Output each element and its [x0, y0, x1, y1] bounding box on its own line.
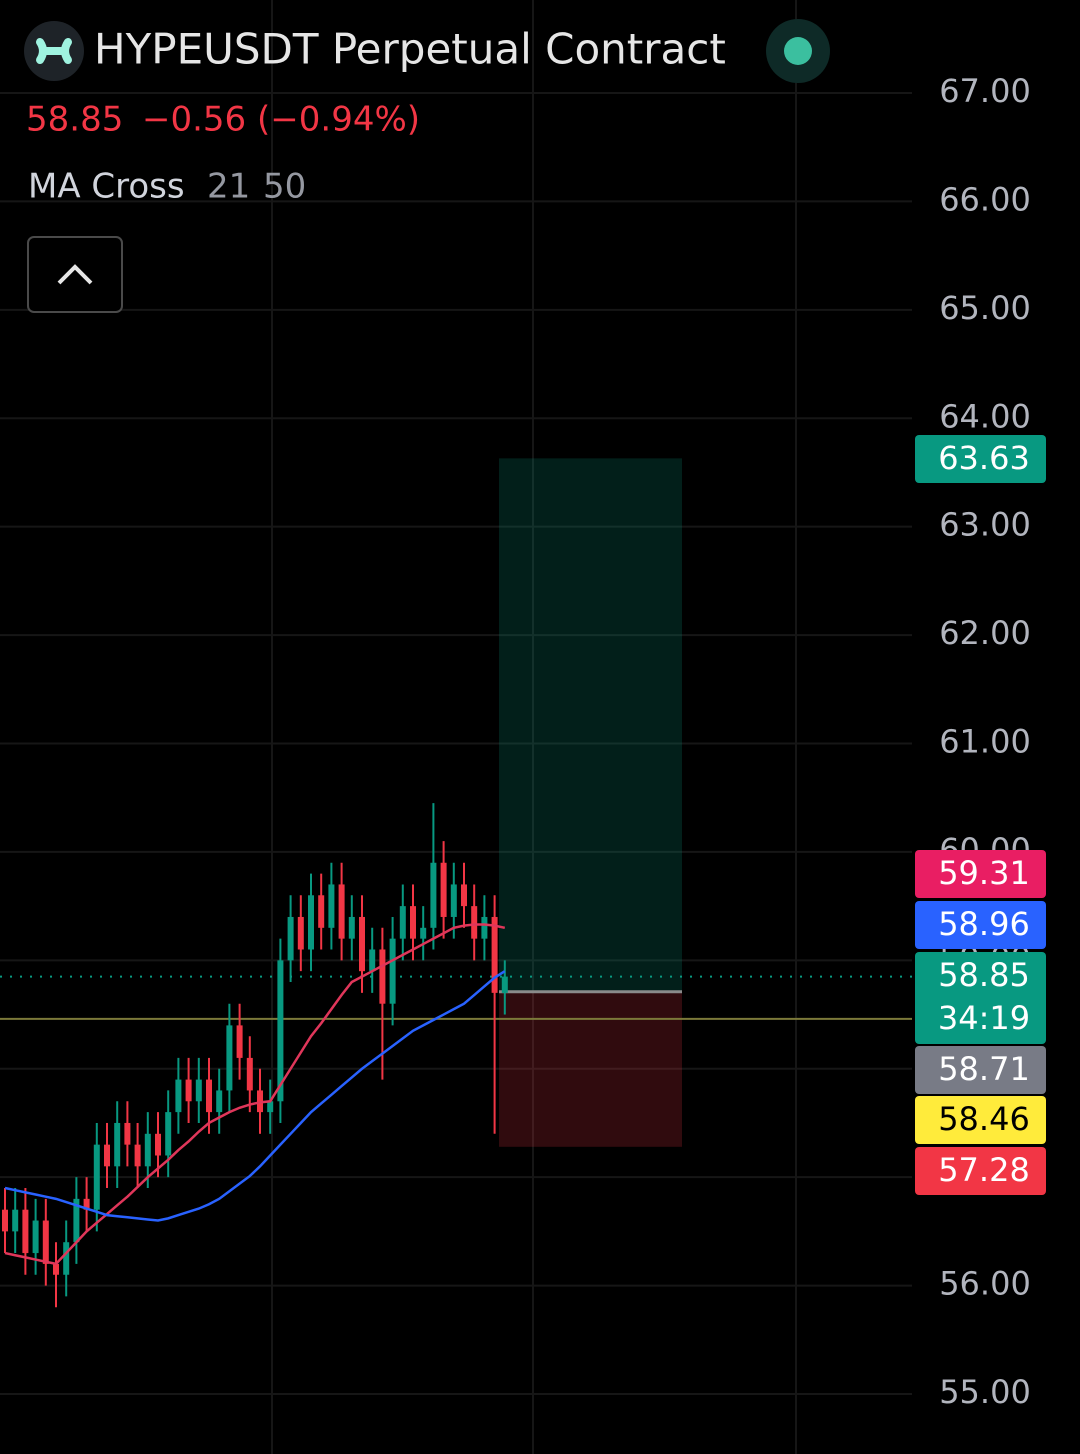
candle-body	[267, 1101, 274, 1113]
candle-body	[318, 895, 325, 928]
price-label: 57.28	[938, 1151, 1030, 1189]
y-tick-label: 63.00	[939, 506, 1031, 544]
symbol-title: HYPEUSDT Perpetual Contract	[94, 25, 726, 74]
candle-body	[471, 906, 478, 939]
candle-body	[491, 916, 498, 993]
coin-logo	[36, 38, 72, 64]
candle-body	[53, 1263, 59, 1275]
candle-body	[430, 862, 437, 928]
chevron-up	[57, 264, 93, 285]
y-tick-label: 56.00	[939, 1265, 1031, 1303]
candle-body	[114, 1122, 121, 1167]
candle-body	[338, 884, 345, 939]
candle-body	[12, 1209, 19, 1232]
collapse-button[interactable]	[27, 236, 123, 313]
price-label-box	[915, 1147, 1046, 1195]
candle-body	[185, 1079, 192, 1102]
candle-body	[83, 1198, 90, 1210]
candle-body	[440, 862, 447, 917]
y-tick-label: 67.00	[939, 72, 1031, 110]
candle-body	[399, 906, 406, 939]
indicator-param: 50	[263, 167, 306, 207]
price-label-box	[915, 952, 1046, 1044]
candle-body	[216, 1090, 223, 1113]
candle-body	[410, 906, 416, 939]
price-label-box	[915, 1046, 1046, 1094]
price-label: 58.46	[938, 1100, 1030, 1138]
y-tick-label: 64.00	[939, 397, 1031, 435]
candle-body	[420, 927, 427, 939]
candle-body	[501, 976, 508, 993]
price-label-box	[915, 435, 1046, 483]
candle-body	[63, 1242, 70, 1275]
candle-body	[450, 884, 457, 917]
candle-body	[2, 1209, 8, 1232]
candle-body	[206, 1079, 212, 1113]
candle-body	[359, 916, 365, 972]
candle-body	[124, 1122, 131, 1145]
candle-body	[277, 960, 284, 1102]
ma-line	[4, 923, 506, 1266]
y-tick-label: 66.00	[939, 180, 1031, 218]
price-change: −0.56 (−0.94%)	[142, 100, 420, 140]
price-label: 58.71	[938, 1050, 1030, 1088]
candle-body	[481, 916, 488, 939]
price-label-box	[915, 850, 1046, 898]
profit-zone	[499, 458, 682, 992]
candle-body	[379, 949, 386, 1004]
candle-body	[195, 1079, 202, 1102]
price-label: 58.96	[938, 905, 1030, 943]
candle-body	[104, 1144, 110, 1167]
y-tick-label: 55.00	[939, 1373, 1031, 1411]
candle-body	[165, 1112, 172, 1156]
price-label-box	[915, 1096, 1046, 1144]
y-tick-label: 65.00	[939, 289, 1031, 327]
grid	[0, 0, 912, 1454]
candle-body	[42, 1220, 49, 1264]
candle-body	[22, 1209, 29, 1254]
candle-body	[308, 895, 314, 950]
indicator-param: 21	[207, 167, 250, 207]
price-label: 63.63	[938, 439, 1030, 477]
candle-body	[32, 1220, 39, 1254]
price-label: 59.31	[938, 854, 1030, 892]
candle-body	[389, 938, 396, 1004]
candle-body	[155, 1133, 161, 1156]
y-tick-label: 62.00	[939, 614, 1031, 652]
candle-body	[175, 1079, 182, 1113]
ma-line	[4, 970, 506, 1222]
price-label: 58.85	[938, 956, 1030, 994]
last-price: 58.85	[26, 100, 123, 140]
candle-body	[287, 916, 294, 961]
candle-body	[461, 884, 467, 907]
y-tick-label: 61.00	[939, 723, 1031, 761]
candle-body	[73, 1198, 80, 1243]
candle-body	[328, 884, 335, 928]
plot	[0, 458, 912, 1308]
candle-body	[369, 949, 376, 972]
candle-body	[134, 1144, 141, 1167]
candle-body	[226, 1025, 233, 1091]
candle-body	[297, 916, 304, 950]
price-axis: 55.0056.0057.0058.0059.0060.0061.0062.00…	[915, 72, 1046, 1411]
candle-body	[236, 1025, 243, 1058]
candle-body	[144, 1133, 151, 1167]
candle-body	[93, 1144, 100, 1210]
candle-body	[246, 1057, 253, 1091]
candle-body	[348, 916, 355, 939]
price-label-box	[915, 901, 1046, 949]
loss-zone	[499, 991, 682, 1147]
indicator-name: MA Cross	[28, 167, 185, 207]
market-status	[784, 37, 812, 65]
bar-countdown: 34:19	[938, 999, 1030, 1037]
